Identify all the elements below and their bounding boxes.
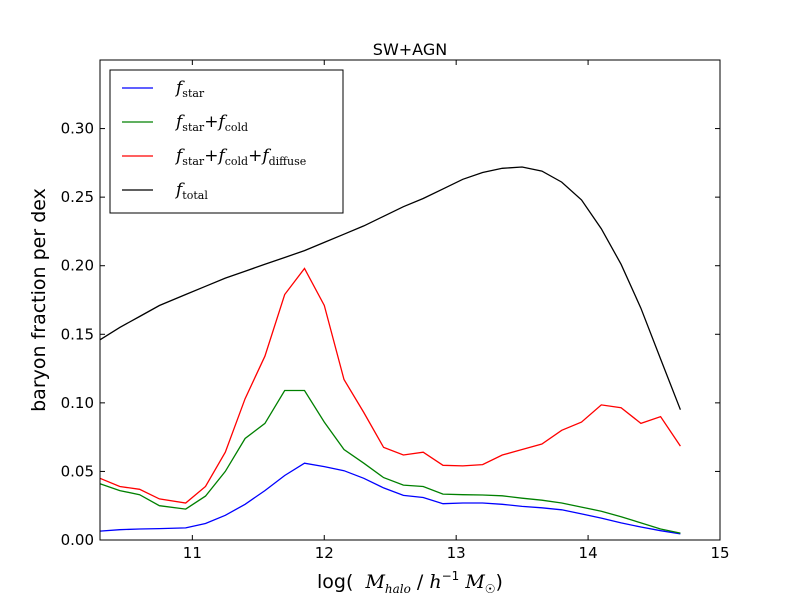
y-axis-label: baryon fraction per dex	[28, 188, 50, 412]
series-line-2	[99, 267, 681, 504]
y-tick-label-3: 0.15	[61, 325, 94, 343]
series-layer	[99, 166, 682, 535]
x-tick-label-1: 12	[315, 544, 334, 562]
series-line-3	[99, 166, 682, 410]
ticks-layer: 11 12 13 14 15 0.00 0.05 0.10 0.15 0.20 0.25 0.30	[61, 60, 730, 562]
y-tick-label-4: 0.20	[61, 257, 94, 275]
legend-label-3: ftotal	[174, 180, 208, 202]
y-tick-label-1: 0.05	[61, 462, 94, 480]
x-tick-label-0: 11	[183, 544, 202, 562]
legend-label-1: fstar+fcold	[174, 112, 248, 134]
legend: fstar fstar+fcold fstar+fcold+fdiffuse ftot…	[109, 69, 344, 214]
x-tick-label-2: 13	[447, 544, 466, 562]
legend-label-2: fstar+fcold+fdiffuse	[174, 146, 306, 168]
y-tick-label-5: 0.25	[61, 188, 94, 206]
plot-frame	[99, 59, 721, 541]
chart-title: SW+AGN	[373, 40, 447, 59]
legend-box	[109, 69, 344, 214]
y-tick-label-0: 0.00	[61, 531, 94, 549]
y-tick-label-6: 0.30	[61, 120, 94, 138]
x-tick-label-3: 14	[579, 544, 598, 562]
x-axis-label: log( Mhalo / h−1 M☉)	[317, 569, 503, 596]
series-line-0	[99, 462, 681, 535]
y-tick-label-2: 0.10	[61, 394, 94, 412]
x-tick-label-4: 15	[710, 544, 729, 562]
legend-label-0: fstar	[174, 78, 205, 100]
series-line-1	[99, 389, 681, 534]
